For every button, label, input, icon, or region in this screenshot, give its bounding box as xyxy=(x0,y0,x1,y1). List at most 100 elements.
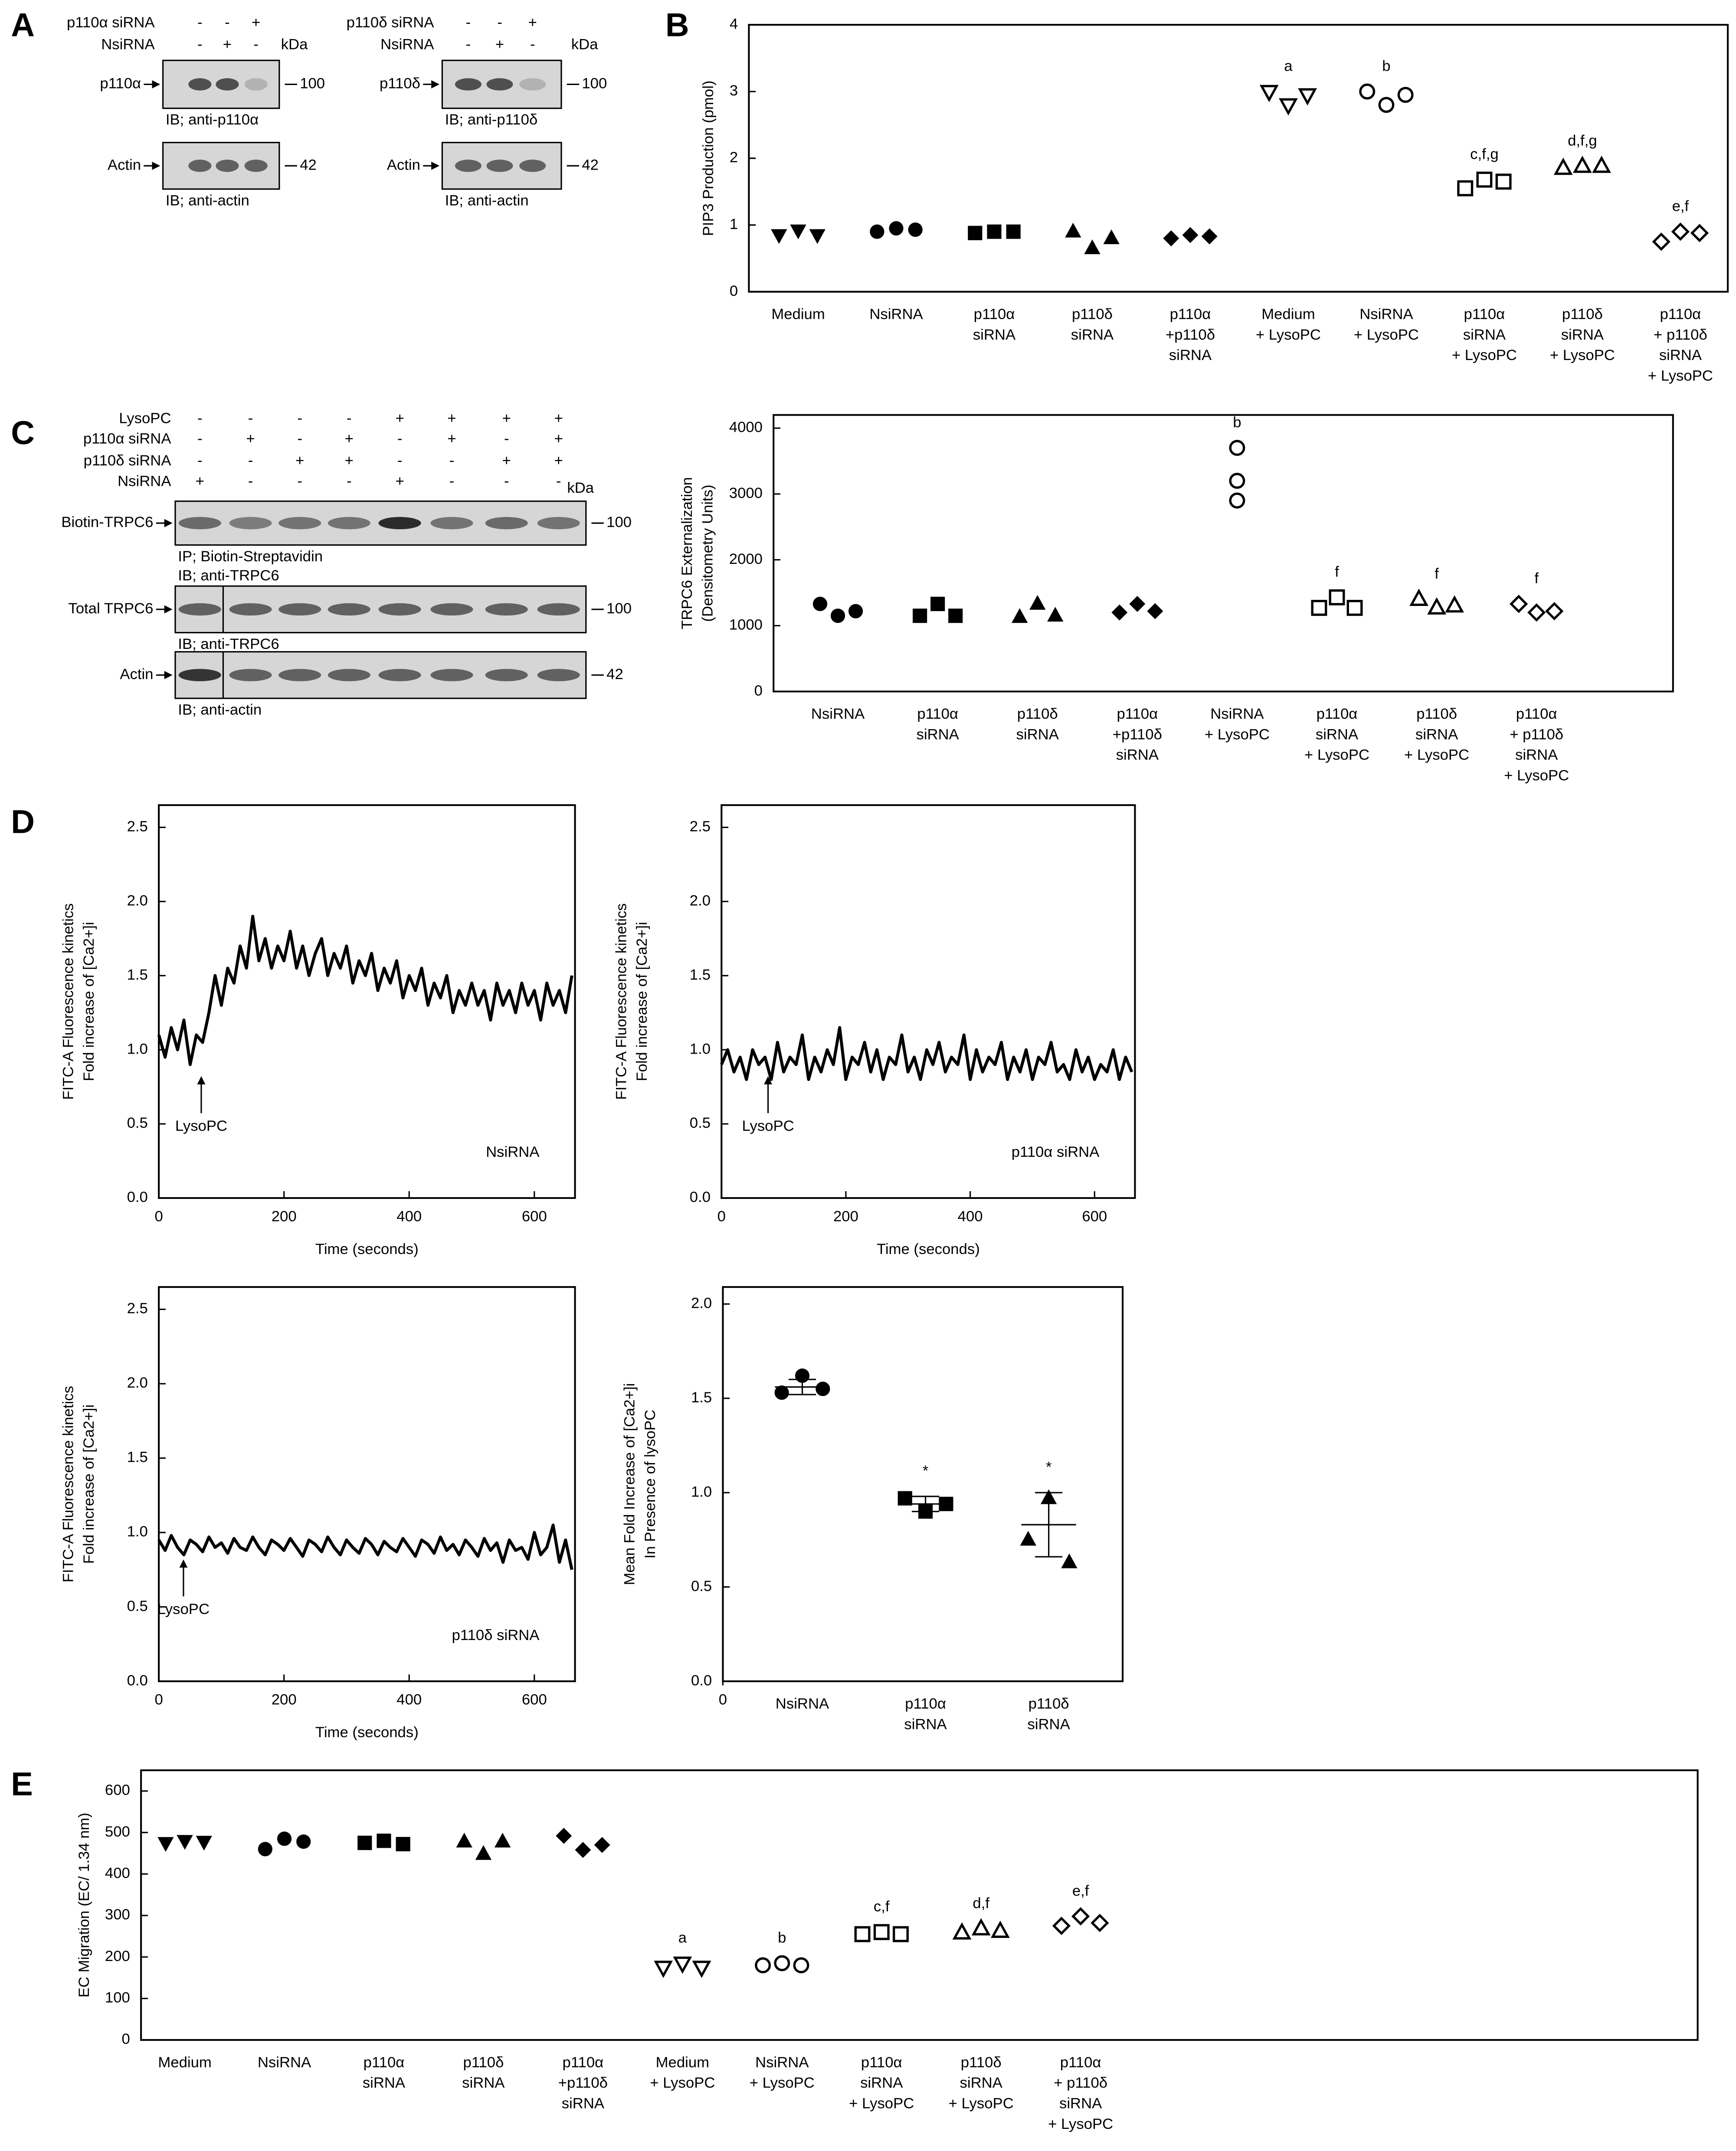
plot-frame xyxy=(773,414,1674,693)
size-marker: 42 xyxy=(606,666,623,682)
x-tick-label: p110α xyxy=(1660,306,1701,322)
point xyxy=(1427,597,1446,615)
point xyxy=(277,1831,292,1846)
trace-label: p110α siRNA xyxy=(1012,1144,1100,1160)
x-tick-label: 0 xyxy=(154,1208,163,1224)
sign: - xyxy=(197,431,203,447)
x-tick-label: p110δ xyxy=(1028,1696,1069,1712)
point xyxy=(1359,83,1376,100)
point xyxy=(1279,98,1298,116)
arrow-label: LysoPC xyxy=(742,1118,794,1134)
trace xyxy=(157,1523,573,1570)
annotation: a xyxy=(678,1929,687,1946)
blot-band xyxy=(486,160,513,172)
blot-band xyxy=(519,78,546,91)
point xyxy=(1652,232,1670,251)
point xyxy=(930,596,945,611)
blot-band xyxy=(486,78,513,91)
y-tick-label: 1.0 xyxy=(690,1041,711,1057)
blot-band xyxy=(328,517,370,530)
y-tick-label: 4000 xyxy=(729,419,763,435)
y-tick-label: 0.5 xyxy=(690,1115,711,1131)
x-tick-label: p110δ xyxy=(1017,706,1058,722)
x-tick-label: + LysoPC xyxy=(1404,747,1469,763)
blot-band xyxy=(328,669,370,681)
x-tick-label: 400 xyxy=(396,1691,422,1708)
x-tick-label: p110α xyxy=(1060,2054,1101,2071)
point xyxy=(1229,472,1245,489)
x-tick-label: siRNA xyxy=(462,2075,505,2091)
point xyxy=(1229,440,1245,456)
x-tick-label: p110δ xyxy=(961,2054,1002,2071)
annotation: b xyxy=(1233,414,1241,431)
point xyxy=(1298,88,1317,106)
point xyxy=(1229,492,1245,509)
y-tick-label: 2.0 xyxy=(690,893,711,909)
x-tick-label: + LysoPC xyxy=(1205,726,1270,743)
point xyxy=(1311,599,1327,616)
plot-frame xyxy=(158,1286,576,1683)
sign: - xyxy=(297,431,302,447)
point xyxy=(1182,227,1199,243)
point xyxy=(1071,1907,1090,1926)
blot-band xyxy=(229,517,272,530)
blot-band xyxy=(188,160,212,172)
y-tick-label: 2.0 xyxy=(691,1295,712,1311)
sign: - xyxy=(504,473,509,489)
blot-band xyxy=(216,78,239,91)
point xyxy=(774,1955,790,1971)
blot-band xyxy=(537,669,580,681)
point xyxy=(196,1836,212,1851)
y-axis-label: (Densitometry Units) xyxy=(699,485,716,622)
sign: - xyxy=(449,473,455,489)
y-tick-label: 300 xyxy=(105,1906,130,1923)
sign: - xyxy=(449,452,455,469)
blot-band xyxy=(178,669,221,681)
y-tick-label: 0.5 xyxy=(691,1578,712,1594)
row-label: p110α siRNA xyxy=(67,14,155,31)
x-tick-label: + LysoPC xyxy=(1354,327,1419,343)
x-tick-label: + LysoPC xyxy=(650,2075,715,2091)
point xyxy=(692,1961,711,1978)
blot-band xyxy=(244,78,268,91)
blot-band xyxy=(485,669,528,681)
x-tick-label: p110δ xyxy=(1562,306,1603,322)
point xyxy=(1061,1553,1078,1568)
x-tick-label: p110δ xyxy=(1072,306,1113,322)
blot-caption: IB; anti-p110α xyxy=(166,111,259,128)
point xyxy=(790,224,806,239)
y-tick-label: 2000 xyxy=(729,551,763,567)
sign: + xyxy=(502,452,511,469)
blot-band xyxy=(229,603,272,616)
annotation: b xyxy=(778,1929,786,1946)
blot-band xyxy=(455,160,481,172)
panel-label: E xyxy=(11,1766,33,1803)
trace-label: p110δ siRNA xyxy=(452,1627,540,1644)
point xyxy=(774,1385,789,1400)
annotation: c,f,g xyxy=(1470,146,1499,162)
point xyxy=(990,1920,1010,1938)
sign: + xyxy=(447,410,456,426)
plot-frame xyxy=(721,804,1136,1199)
blot-band xyxy=(216,160,239,172)
x-tick-label: NsiRNA xyxy=(1210,706,1264,722)
x-tick-label: Medium xyxy=(158,2054,211,2071)
kda-label: kDa xyxy=(567,480,594,496)
x-tick-label: siRNA xyxy=(960,2075,1003,2091)
x-tick-label: 200 xyxy=(833,1208,858,1224)
point xyxy=(1445,595,1464,613)
blot-caption: IB; anti-actin xyxy=(178,702,262,718)
point xyxy=(673,1956,692,1974)
x-tick-label: 0 xyxy=(154,1691,163,1708)
point xyxy=(913,609,927,623)
y-tick-label: 0.0 xyxy=(127,1672,148,1689)
point xyxy=(1201,228,1218,245)
sign: - xyxy=(248,410,253,426)
point xyxy=(296,1834,311,1849)
point xyxy=(1409,589,1428,606)
x-tick-label: Medium xyxy=(1261,306,1315,322)
y-tick-label: 2 xyxy=(730,149,738,166)
x-tick-label: siRNA xyxy=(904,1716,947,1732)
point xyxy=(1091,1914,1109,1932)
trace xyxy=(157,914,573,1066)
